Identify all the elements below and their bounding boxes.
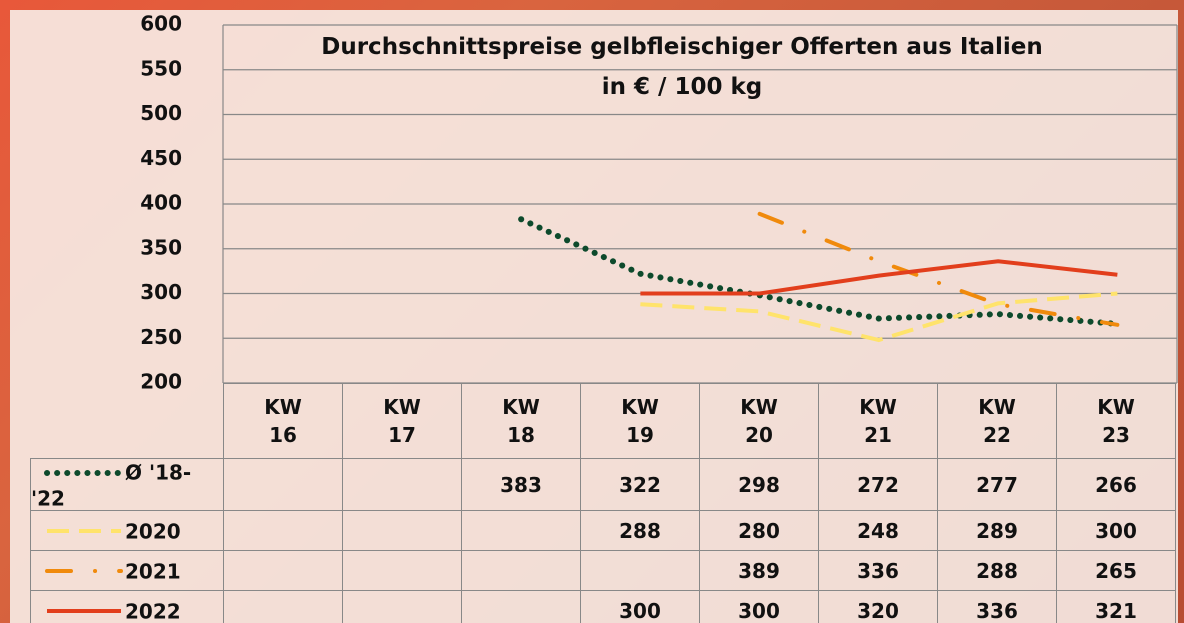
- x-tick-label: KW 22: [978, 393, 1016, 449]
- data-cell: [462, 551, 581, 591]
- data-cell: 248: [819, 511, 938, 551]
- y-tick-label: 400: [140, 191, 182, 215]
- category-cell: KW 20: [700, 384, 819, 459]
- page: Durchschnittspreise gelbfleischiger Offe…: [0, 0, 1184, 623]
- x-tick-label: KW 21: [859, 393, 897, 449]
- data-cell: [581, 551, 700, 591]
- category-cell: KW 19: [581, 384, 700, 459]
- header-row: KW 16 KW 17 KW 18 KW 19 KW 20 KW 21 KW 22 KW 23: [31, 384, 1176, 459]
- data-cell: [224, 591, 343, 623]
- x-tick-label: KW 19: [621, 393, 659, 449]
- data-cell: 272: [819, 459, 938, 511]
- legend-swatch: [41, 601, 125, 621]
- data-table: KW 16 KW 17 KW 18 KW 19 KW 20 KW 21 KW 22 KW 23…: [30, 383, 1176, 623]
- x-tick-label: KW 16: [264, 393, 302, 449]
- legend-swatch: [41, 521, 125, 541]
- category-cell: KW 16: [224, 384, 343, 459]
- data-cell: 298: [700, 459, 819, 511]
- legend-swatch: [41, 561, 125, 581]
- y-tick-label: 550: [140, 56, 182, 80]
- data-cell: 321: [1057, 591, 1176, 623]
- data-cell: 288: [938, 551, 1057, 591]
- data-cell: 322: [581, 459, 700, 511]
- y-tick-label: 350: [140, 235, 182, 259]
- data-cell: 389: [700, 551, 819, 591]
- legend-swatch: [41, 463, 125, 483]
- category-cell: KW 18: [462, 384, 581, 459]
- legend-cell: Ø '18-'22: [31, 459, 224, 511]
- data-cell: 336: [819, 551, 938, 591]
- chart-subtitle: in € / 100 kg: [602, 74, 762, 100]
- series-line: [521, 219, 1117, 324]
- data-cell: [224, 459, 343, 511]
- category-cell: KW 21: [819, 384, 938, 459]
- y-tick-label: 600: [140, 12, 182, 36]
- data-cell: 280: [700, 511, 819, 551]
- data-cell: 300: [1057, 511, 1176, 551]
- corner-cell: [31, 384, 224, 459]
- data-cell: [462, 591, 581, 623]
- x-tick-label: KW 18: [502, 393, 540, 449]
- legend-cell: 2020: [31, 511, 224, 551]
- legend-cell: 2021: [31, 551, 224, 591]
- data-cell: 383: [462, 459, 581, 511]
- x-tick-label: KW 17: [383, 393, 421, 449]
- y-tick-label: 300: [140, 280, 182, 304]
- x-tick-label: KW 23: [1097, 393, 1135, 449]
- data-cell: 266: [1057, 459, 1176, 511]
- y-tick-label: 450: [140, 146, 182, 170]
- legend-label: 2021: [125, 559, 181, 583]
- legend-cell: 2022: [31, 591, 224, 623]
- category-cell: KW 17: [343, 384, 462, 459]
- data-cell: [462, 511, 581, 551]
- data-cell: 289: [938, 511, 1057, 551]
- data-cell: [343, 551, 462, 591]
- data-cell: 300: [581, 591, 700, 623]
- data-cell: [224, 511, 343, 551]
- data-cell: 277: [938, 459, 1057, 511]
- category-cell: KW 23: [1057, 384, 1176, 459]
- chart-title: Durchschnittspreise gelbfleischiger Offe…: [321, 34, 1042, 60]
- data-cell: [224, 551, 343, 591]
- y-tick-label: 500: [140, 101, 182, 125]
- data-cell: 265: [1057, 551, 1176, 591]
- x-tick-label: KW 20: [740, 393, 778, 449]
- data-cell: 320: [819, 591, 938, 623]
- data-cell: 300: [700, 591, 819, 623]
- y-tick-label: 250: [140, 325, 182, 349]
- data-cell: [343, 591, 462, 623]
- data-cell: [343, 459, 462, 511]
- data-cell: 336: [938, 591, 1057, 623]
- legend-label: 2020: [125, 519, 181, 543]
- category-cell: KW 22: [938, 384, 1057, 459]
- data-cell: [343, 511, 462, 551]
- legend-label: 2022: [125, 599, 181, 623]
- data-cell: 288: [581, 511, 700, 551]
